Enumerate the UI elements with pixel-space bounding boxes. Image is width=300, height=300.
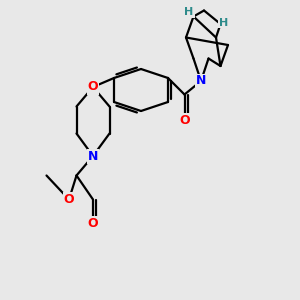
Text: N: N [196, 74, 206, 88]
Text: O: O [88, 217, 98, 230]
Text: H: H [219, 17, 228, 28]
Text: H: H [184, 7, 194, 17]
Text: N: N [88, 149, 98, 163]
Text: O: O [88, 80, 98, 94]
Text: O: O [179, 113, 190, 127]
Text: O: O [64, 193, 74, 206]
